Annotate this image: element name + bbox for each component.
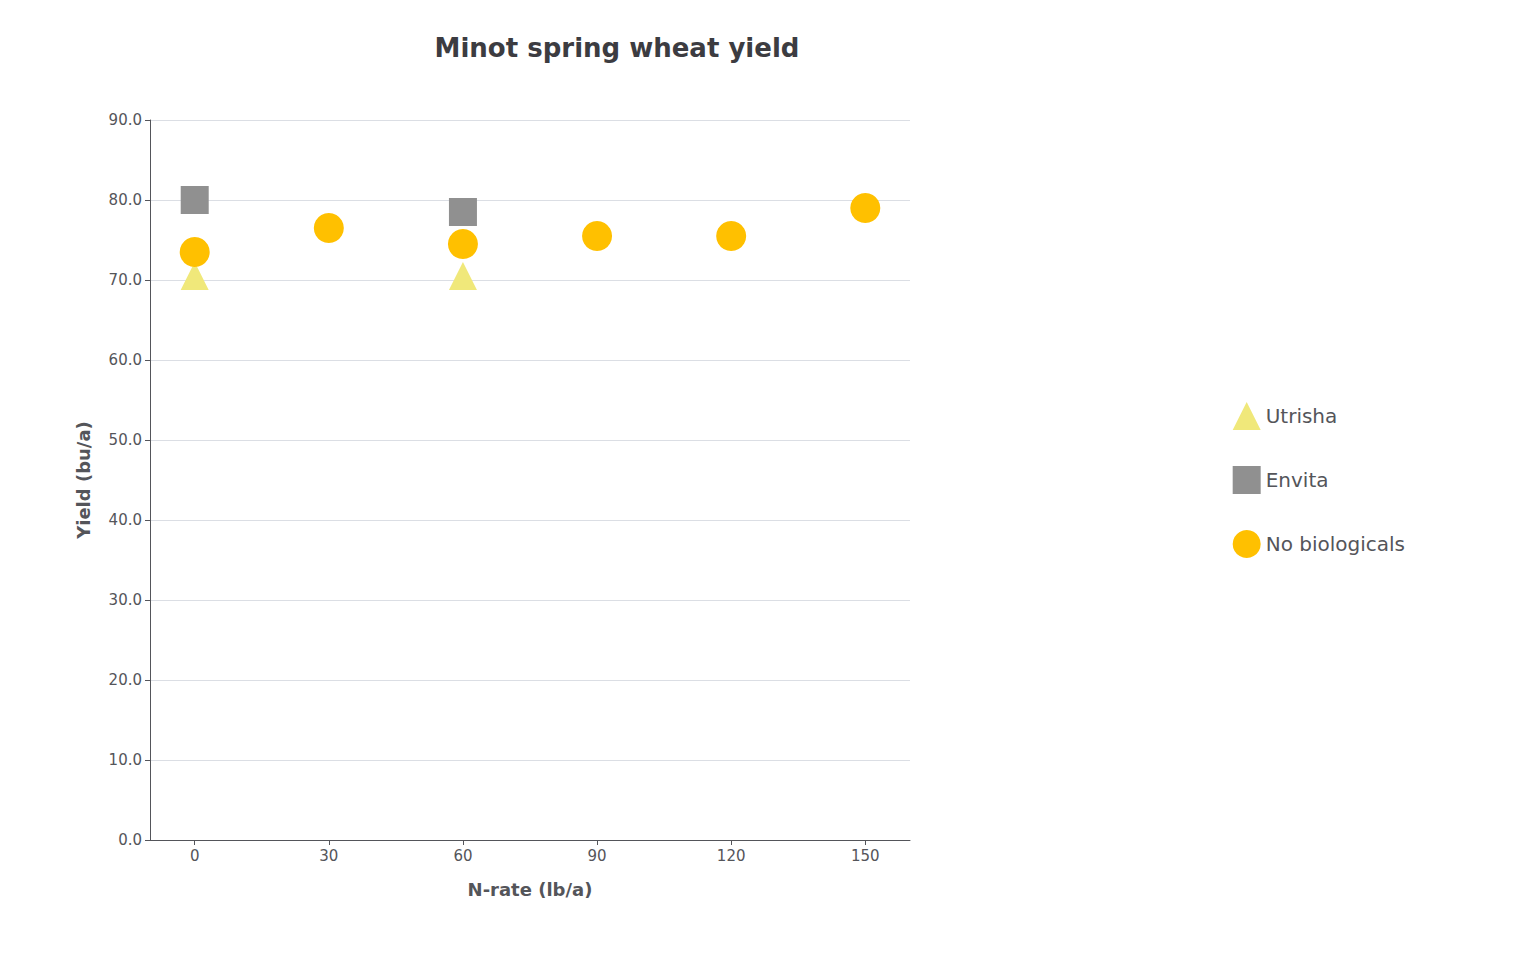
svg-text:80.0: 80.0 — [109, 191, 142, 209]
svg-text:30.0: 30.0 — [109, 591, 142, 609]
svg-text:150: 150 — [851, 847, 880, 865]
svg-text:90.0: 90.0 — [109, 111, 142, 129]
svg-text:60.0: 60.0 — [109, 351, 142, 369]
svg-text:50.0: 50.0 — [109, 431, 142, 449]
svg-text:0.0: 0.0 — [118, 831, 142, 849]
svg-text:60: 60 — [453, 847, 472, 865]
svg-text:90: 90 — [588, 847, 607, 865]
svg-text:Envita: Envita — [1266, 468, 1329, 492]
svg-text:40.0: 40.0 — [109, 511, 142, 529]
svg-text:0: 0 — [190, 847, 200, 865]
svg-text:30: 30 — [319, 847, 338, 865]
svg-text:Yield (bu/a): Yield (bu/a) — [73, 421, 94, 540]
svg-text:20.0: 20.0 — [109, 671, 142, 689]
svg-text:Utrisha: Utrisha — [1266, 404, 1338, 428]
svg-text:10.0: 10.0 — [109, 751, 142, 769]
svg-text:No biologicals: No biologicals — [1266, 532, 1405, 556]
svg-text:N-rate (lb/a): N-rate (lb/a) — [468, 879, 593, 900]
svg-text:70.0: 70.0 — [109, 271, 142, 289]
svg-text:Minot spring wheat yield: Minot spring wheat yield — [435, 33, 800, 63]
svg-text:120: 120 — [717, 847, 746, 865]
